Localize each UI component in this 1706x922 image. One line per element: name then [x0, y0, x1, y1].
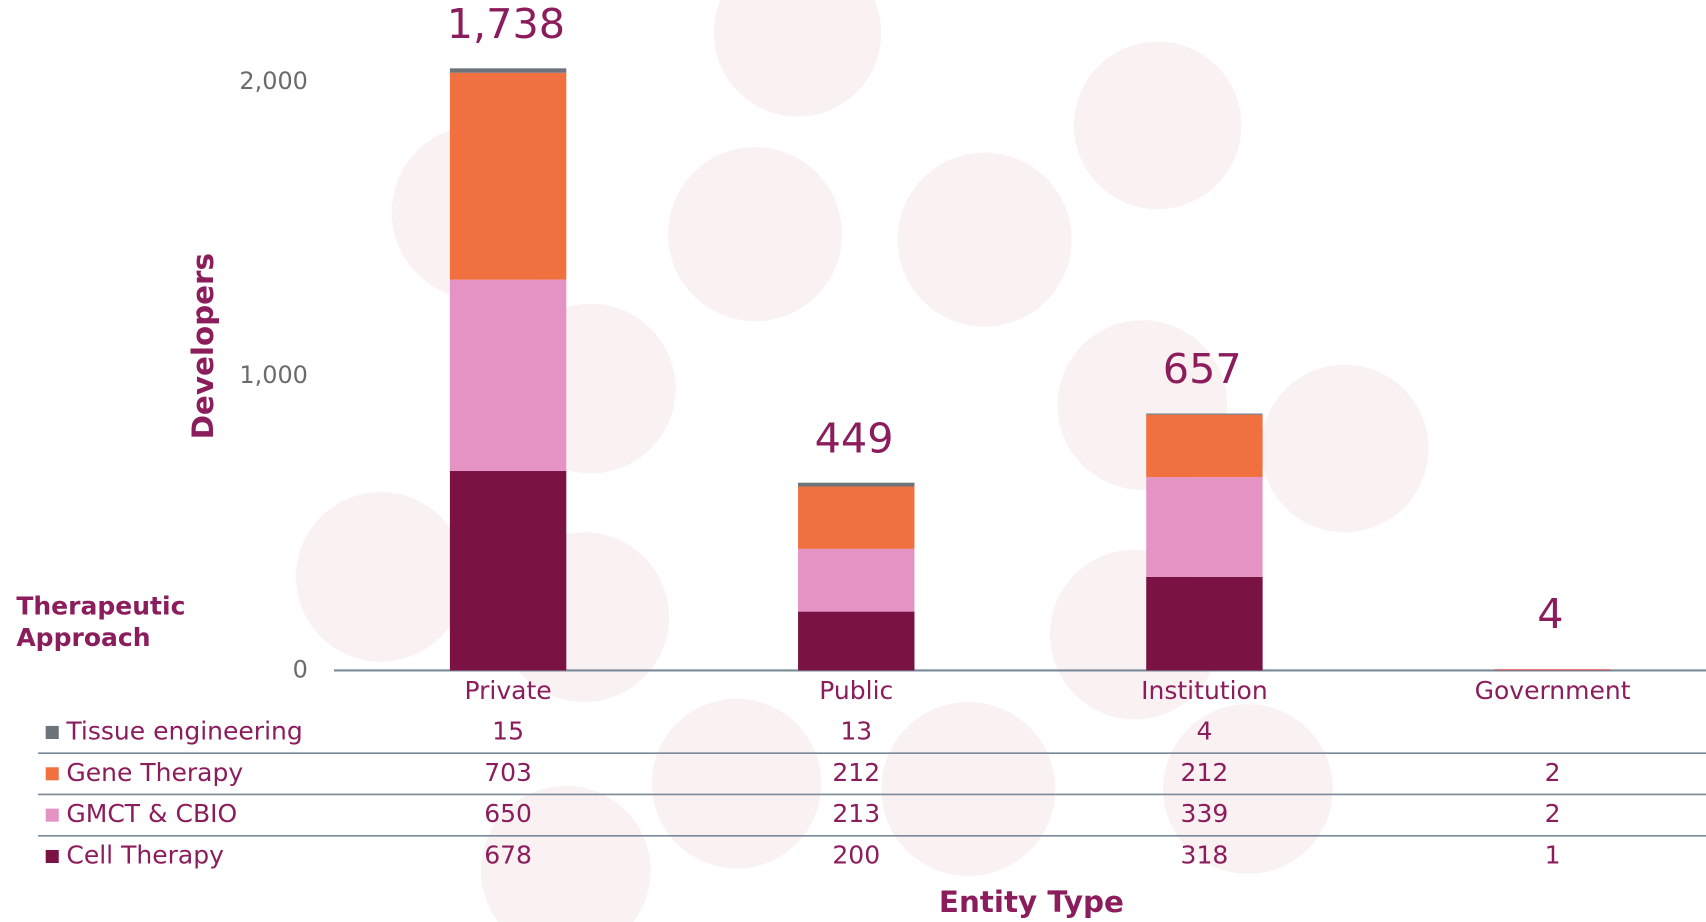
table-value: 1	[1545, 840, 1561, 869]
total-label: 1,738	[447, 0, 565, 48]
table-value: 213	[832, 799, 880, 828]
bar-segment	[798, 482, 915, 487]
table-value: 212	[1181, 758, 1229, 787]
y-tick-label: 2,000	[239, 67, 307, 95]
table-value: 212	[832, 758, 880, 787]
bar-segment	[1146, 413, 1263, 415]
bar-segment	[1146, 477, 1263, 577]
bar-segment	[798, 611, 915, 671]
bar-segment	[449, 470, 567, 671]
y-tick-label: 1,000	[239, 361, 307, 389]
table-value: 13	[840, 716, 872, 745]
legend-swatch	[45, 849, 59, 864]
bar-segment	[449, 279, 567, 471]
total-label: 657	[1163, 345, 1242, 393]
x-tick-label: Institution	[1141, 676, 1268, 705]
legend-swatch	[45, 725, 59, 739]
bar-segment	[449, 68, 567, 73]
x-tick-label: Public	[819, 676, 893, 705]
legend-label: Tissue engineering	[65, 716, 302, 745]
x-axis-title: Entity Type	[939, 885, 1124, 919]
x-tick-label: Government	[1475, 676, 1631, 705]
bar-segment	[798, 486, 915, 549]
bar-segment	[449, 72, 567, 280]
table-value: 318	[1181, 840, 1229, 869]
bar-segment	[1494, 669, 1611, 671]
table-value: 650	[484, 799, 532, 828]
table-value: 2	[1545, 758, 1561, 787]
table-value: 4	[1196, 716, 1212, 745]
table-value: 339	[1181, 799, 1229, 828]
legend-label: Cell Therapy	[66, 840, 224, 869]
table-value: 678	[484, 840, 532, 869]
table-value: 2	[1545, 799, 1561, 828]
table-value: 703	[484, 758, 532, 787]
table-value: 15	[492, 716, 524, 745]
legend-swatch	[45, 767, 59, 781]
bar-segment	[1146, 576, 1263, 671]
total-label: 449	[815, 414, 894, 462]
x-tick-label: Private	[464, 676, 551, 705]
table-value: 200	[832, 840, 880, 869]
legend-label: Gene Therapy	[66, 758, 243, 787]
total-label: 4	[1537, 590, 1563, 638]
bar-segment	[798, 548, 915, 612]
bar-segment	[1146, 414, 1263, 478]
legend-title: Therapeutic Approach	[16, 591, 185, 652]
y-axis-title: Developers	[186, 253, 220, 439]
legend-label: GMCT & CBIO	[66, 799, 237, 828]
bar-segment	[1494, 668, 1611, 670]
legend-swatch	[45, 808, 59, 822]
y-tick-label: 0	[293, 655, 308, 683]
